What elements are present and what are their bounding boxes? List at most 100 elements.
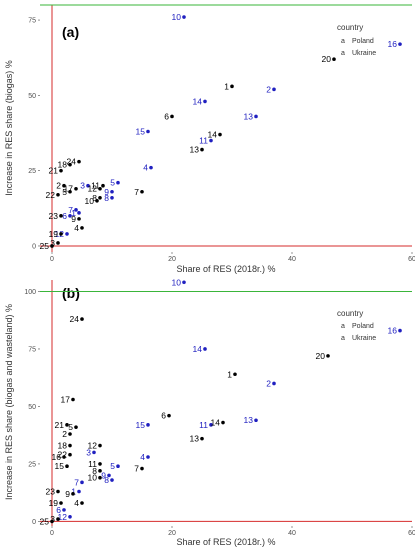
- legend-title-a: country: [337, 23, 363, 32]
- point-label-ukraine-18-a: 18: [58, 160, 68, 170]
- point-label-poland-5-a: 5: [110, 178, 115, 188]
- y-tick-label-b: 25: [28, 461, 36, 468]
- point-label-poland-14-b: 14: [193, 344, 203, 354]
- point-poland-13-a: [254, 114, 258, 119]
- point-label-ukraine-12-b: 12: [88, 441, 98, 451]
- point-poland-1-a: [77, 211, 81, 215]
- point-poland-16-a: [398, 42, 402, 46]
- x-tick-label-b: 40: [288, 530, 296, 537]
- point-ukraine-22-a: [56, 192, 60, 197]
- point-poland-10-a: [182, 15, 186, 19]
- point-ukraine-13-a: [200, 147, 204, 152]
- point-label-ukraine-18-b: 18: [58, 441, 68, 451]
- point-ukraine-3-a: [56, 241, 60, 245]
- point-ukraine-25-a: [50, 244, 54, 248]
- y-tick-label-a: 75: [28, 18, 36, 25]
- point-label-poland-3-b: 3: [86, 447, 91, 457]
- point-label-poland-1-b: 1: [71, 487, 76, 497]
- panel-a: (a) Share of RES (2018r.) % Increase in …: [4, 4, 415, 274]
- legend-glyph-ukraine-b: a: [341, 335, 345, 342]
- point-ukraine-7-a: [140, 189, 144, 194]
- point-label-ukraine-14-b: 14: [211, 418, 221, 428]
- y-ticks-b: 0 25 50 75 100: [24, 289, 40, 526]
- y-axis-label-b: Increase in RES share (biogas and wastel…: [4, 304, 14, 500]
- point-poland-15-b: [146, 423, 150, 427]
- point-label-poland-5-b: 5: [110, 461, 115, 471]
- point-label-poland-8-b: 8: [104, 475, 109, 485]
- point-label-ukraine-11-a: 11: [91, 181, 100, 191]
- point-label-ukraine-21-a: 21: [49, 166, 59, 176]
- point-label-ukraine-14-a: 14: [208, 130, 218, 140]
- x-tick-label-a: 60: [408, 256, 415, 263]
- point-poland-7-a: [74, 208, 78, 212]
- data-marks-a: 1234567891011121314151612345678910111213…: [40, 12, 402, 251]
- point-poland-8-a: [110, 195, 114, 200]
- y-tick-label-a: 50: [28, 93, 36, 100]
- point-poland-13-b: [254, 418, 258, 423]
- point-label-ukraine-1-b: 1: [227, 369, 232, 379]
- point-ukraine-2-a: [62, 183, 66, 188]
- x-tick-label-b: 0: [50, 530, 54, 537]
- point-poland-14-a: [203, 99, 207, 104]
- point-label-ukraine-24-a: 24: [67, 157, 77, 167]
- point-label-ukraine-3-a: 3: [50, 238, 55, 248]
- point-ukraine-12-a: [98, 186, 102, 191]
- point-poland-12-a: [65, 232, 69, 236]
- point-ukraine-16-b: [62, 455, 66, 459]
- legend-title-b: country: [337, 309, 363, 318]
- legend-label-poland-b: Poland: [352, 323, 374, 330]
- point-label-ukraine-5-b: 5: [68, 422, 73, 432]
- point-label-poland-7-a: 7: [68, 205, 73, 215]
- point-ukraine-19-a: [59, 232, 63, 236]
- point-label-poland-2-b: 2: [266, 378, 271, 388]
- point-poland-4-b: [146, 455, 150, 459]
- point-label-poland-4-a: 4: [143, 163, 148, 173]
- y-tick-label-b: 75: [28, 346, 36, 353]
- point-label-ukraine-13-b: 13: [190, 434, 200, 444]
- point-label-ukraine-16-b: 16: [52, 452, 62, 462]
- panel-label-a: (a): [62, 24, 79, 40]
- point-ukraine-1-b: [233, 372, 237, 377]
- point-ukraine-2-b: [68, 432, 72, 436]
- y-tick-label-a: 25: [28, 168, 36, 175]
- point-ukraine-12-b: [98, 443, 102, 448]
- point-label-ukraine-12-a: 12: [88, 184, 98, 194]
- point-label-ukraine-23-a: 23: [49, 211, 59, 221]
- point-ukraine-14-a: [218, 132, 222, 137]
- point-label-ukraine-22-b: 22: [58, 450, 68, 460]
- point-label-ukraine-3-b: 3: [50, 514, 55, 524]
- point-ukraine-19-b: [59, 501, 63, 505]
- point-ukraine-18-b: [68, 443, 72, 448]
- point-poland-2-b: [272, 381, 276, 386]
- point-label-poland-2-a: 2: [266, 84, 271, 94]
- x-tick-label-b: 60: [408, 530, 415, 537]
- point-ukraine-23-a: [59, 214, 63, 218]
- point-ukraine-7-b: [140, 466, 144, 471]
- point-ukraine-20-a: [332, 57, 336, 62]
- y-tick-label-b: 100: [24, 289, 36, 296]
- point-label-ukraine-5-a: 5: [62, 187, 67, 197]
- plot-area-a: [40, 5, 412, 252]
- point-label-ukraine-9-a: 9: [71, 214, 76, 224]
- point-label-ukraine-19-b: 19: [49, 498, 59, 508]
- point-label-poland-13-b: 13: [244, 415, 254, 425]
- point-label-ukraine-1-a: 1: [224, 81, 229, 91]
- point-poland-11-a: [209, 138, 213, 143]
- point-ukraine-21-b: [65, 423, 69, 427]
- point-poland-4-a: [149, 165, 153, 170]
- point-label-ukraine-25-a: 25: [40, 241, 50, 251]
- point-ukraine-10-a: [95, 198, 99, 203]
- point-label-poland-11-a: 11: [199, 136, 208, 146]
- point-label-poland-6-a: 6: [62, 211, 67, 221]
- point-label-poland-1-a: 1: [71, 208, 76, 218]
- x-tick-label-b: 20: [168, 530, 176, 537]
- point-label-poland-14-a: 14: [193, 96, 203, 106]
- point-poland-11-b: [209, 423, 213, 427]
- point-label-ukraine-23-b: 23: [46, 487, 56, 497]
- y-tick-label-b: 50: [28, 404, 36, 411]
- point-label-ukraine-22-a: 22: [46, 190, 56, 200]
- point-label-poland-3-a: 3: [80, 181, 85, 191]
- point-poland-16-b: [398, 328, 402, 333]
- point-label-ukraine-10-a: 10: [85, 196, 95, 206]
- point-label-poland-10-a: 10: [172, 12, 182, 22]
